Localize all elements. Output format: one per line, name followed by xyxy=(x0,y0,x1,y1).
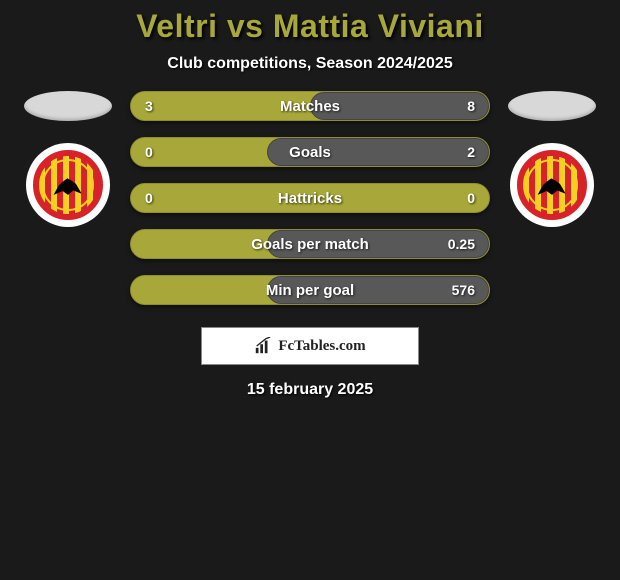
stat-bar-matches: 3 Matches 8 xyxy=(130,91,490,121)
stat-right-value: 2 xyxy=(467,144,475,160)
stat-bar-goals: 0 Goals 2 xyxy=(130,137,490,167)
player-left-column xyxy=(18,91,118,227)
card-title: Veltri vs Mattia Viviani xyxy=(0,8,620,45)
stat-left-value: 0 xyxy=(145,144,153,160)
stat-bar-min-per-goal: Min per goal 576 xyxy=(130,275,490,305)
player-right-avatar xyxy=(508,91,596,121)
chart-icon xyxy=(254,337,272,355)
benevento-witch-icon xyxy=(534,173,570,195)
stat-bar-goals-per-match: Goals per match 0.25 xyxy=(130,229,490,259)
stat-left-value: 0 xyxy=(145,190,153,206)
player-left-club-badge xyxy=(26,143,110,227)
comparison-card: Veltri vs Mattia Viviani Club competitio… xyxy=(0,0,620,399)
stat-left-value: 3 xyxy=(145,98,153,114)
stat-label: Min per goal xyxy=(266,282,354,299)
stat-bar-hattricks: 0 Hattricks 0 xyxy=(130,183,490,213)
stat-label: Matches xyxy=(280,98,340,115)
stat-label: Goals xyxy=(289,144,331,161)
benevento-witch-icon xyxy=(50,173,86,195)
stat-label: Hattricks xyxy=(278,190,342,207)
stat-right-value: 576 xyxy=(452,282,475,298)
card-subtitle: Club competitions, Season 2024/2025 xyxy=(0,55,620,73)
stat-right-value: 0 xyxy=(467,190,475,206)
brand-text: FcTables.com xyxy=(278,338,365,355)
stat-right-value: 8 xyxy=(467,98,475,114)
player-left-avatar xyxy=(24,91,112,121)
stat-right-value: 0.25 xyxy=(448,236,475,252)
stats-bars: 3 Matches 8 0 Goals 2 0 Hattricks 0 Goal… xyxy=(130,91,490,305)
main-row: 3 Matches 8 0 Goals 2 0 Hattricks 0 Goal… xyxy=(0,91,620,305)
card-date: 15 february 2025 xyxy=(0,381,620,399)
player-right-column xyxy=(502,91,602,227)
stat-label: Goals per match xyxy=(251,236,369,253)
brand-box[interactable]: FcTables.com xyxy=(201,327,419,365)
player-right-club-badge xyxy=(510,143,594,227)
